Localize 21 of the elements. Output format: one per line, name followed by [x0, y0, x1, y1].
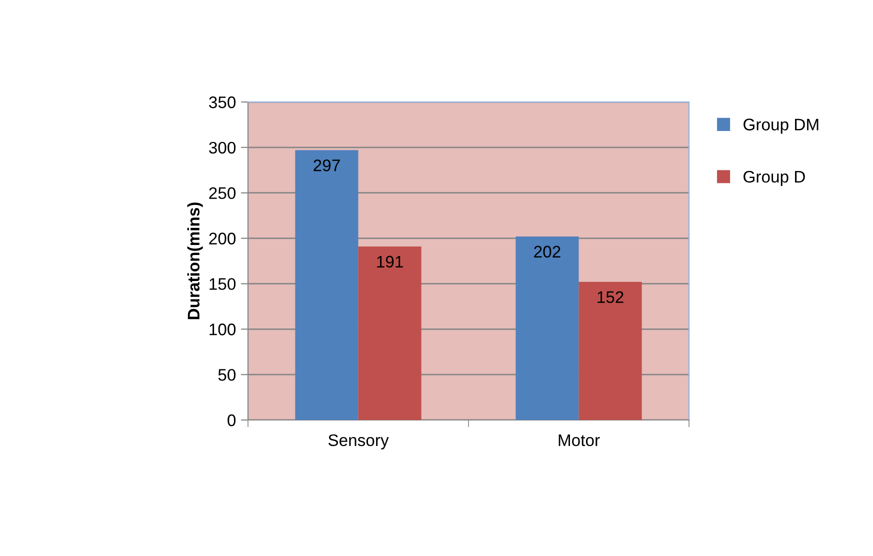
- data-label: 152: [598, 291, 624, 304]
- y-tick-label: 150: [210, 278, 236, 290]
- y-axis-title: Duration(mins): [187, 202, 203, 320]
- y-tick-label: 100: [210, 324, 236, 336]
- legend-label: Group D: [744, 170, 805, 186]
- x-tick-label: Sensory: [328, 434, 389, 450]
- legend-label: Group DM: [744, 118, 818, 134]
- y-tick-label: 50: [218, 368, 236, 381]
- y-tick-label: 300: [209, 142, 236, 154]
- y-tick-label: 350: [209, 96, 236, 108]
- bar: [358, 246, 422, 420]
- data-label: 202: [534, 246, 560, 258]
- data-label: 191: [377, 256, 403, 268]
- y-tick-label: 200: [209, 232, 236, 244]
- bar: [516, 236, 579, 420]
- data-label: 297: [314, 159, 340, 172]
- y-tick-label: 0: [228, 414, 236, 426]
- x-tick-label: Motor: [558, 434, 600, 446]
- bar: [578, 282, 642, 420]
- y-tick-label: 250: [209, 187, 236, 200]
- bar: [295, 150, 358, 420]
